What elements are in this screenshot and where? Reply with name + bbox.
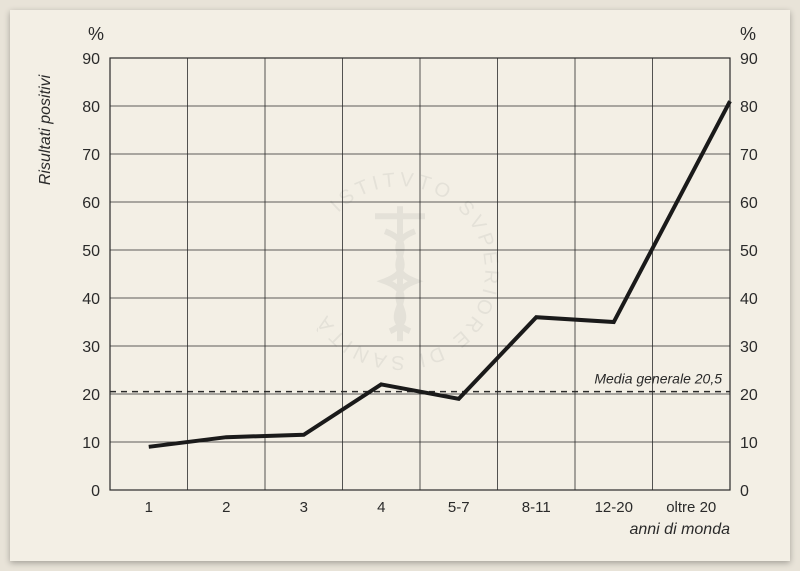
ytick-left: 0 xyxy=(91,483,100,500)
ytick-left: 60 xyxy=(82,195,100,212)
ytick-left: 40 xyxy=(82,291,100,308)
data-line xyxy=(149,101,730,447)
ytick-right: 80 xyxy=(740,99,758,116)
ytick-right: 70 xyxy=(740,147,758,164)
ytick-right: 0 xyxy=(740,483,749,500)
xtick-label: 3 xyxy=(300,499,308,516)
ytick-left: 50 xyxy=(82,243,100,260)
x-axis-label: anni di monda xyxy=(629,521,730,538)
xtick-label: oltre 20 xyxy=(666,499,716,516)
line-chart: 0010102020303040405050606070708080909012… xyxy=(10,10,790,561)
ytick-right: 20 xyxy=(740,387,758,404)
ytick-right: 50 xyxy=(740,243,758,260)
xtick-label: 1 xyxy=(145,499,153,516)
ytick-left: 90 xyxy=(82,51,100,68)
reference-label: Media generale 20,5 xyxy=(594,371,722,387)
ytick-left: 10 xyxy=(82,435,100,452)
ytick-left: 70 xyxy=(82,147,100,164)
unit-left: % xyxy=(88,24,104,44)
ytick-right: 40 xyxy=(740,291,758,308)
xtick-label: 2 xyxy=(222,499,230,516)
ytick-right: 90 xyxy=(740,51,758,68)
unit-right: % xyxy=(740,24,756,44)
ytick-left: 80 xyxy=(82,99,100,116)
ytick-left: 20 xyxy=(82,387,100,404)
chart-frame: ISTITVTO SVPERIORE DI SANITÀ 00101020203… xyxy=(10,10,790,561)
y-axis-label: Risultati positivi xyxy=(37,74,54,185)
xtick-label: 5-7 xyxy=(448,499,470,516)
xtick-label: 12-20 xyxy=(595,499,633,516)
ytick-right: 30 xyxy=(740,339,758,356)
xtick-label: 8-11 xyxy=(522,499,551,516)
ytick-right: 60 xyxy=(740,195,758,212)
ytick-right: 10 xyxy=(740,435,758,452)
xtick-label: 4 xyxy=(377,499,385,516)
ytick-left: 30 xyxy=(82,339,100,356)
